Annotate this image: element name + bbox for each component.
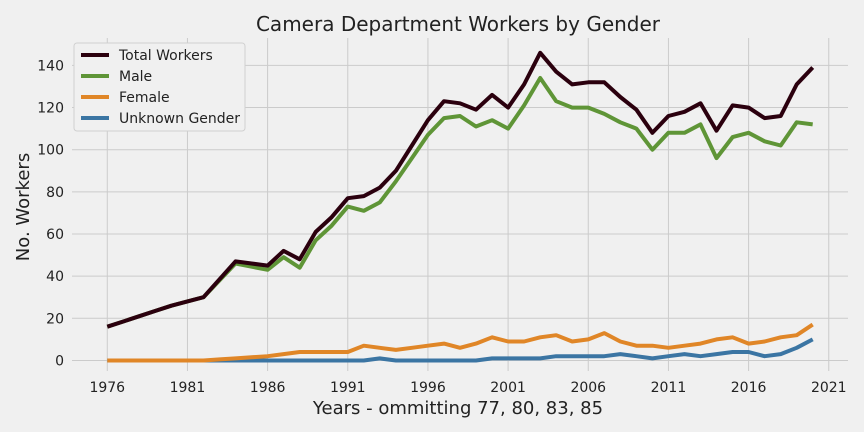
- x-tick-label: 2001: [490, 380, 526, 396]
- y-tick-label: 140: [37, 58, 64, 74]
- y-axis-ticks: 0 20 40 60 80 100 120 140: [37, 58, 64, 369]
- x-tick-label: 2006: [570, 380, 606, 396]
- y-tick-label: 60: [46, 227, 64, 243]
- legend: Total Workers Male Female Unknown Gender: [73, 42, 246, 132]
- y-tick-label: 0: [55, 353, 64, 369]
- chart-title: Camera Department Workers by Gender: [256, 12, 661, 36]
- y-tick-label: 120: [37, 101, 64, 117]
- x-axis-ticks: 1976 1981 1986 1991 1996 2001 2006 2011 2016 2021: [89, 380, 846, 396]
- series-lines: [106, 50, 815, 363]
- y-tick-label: 40: [46, 269, 64, 285]
- x-tick-label: 1991: [330, 380, 366, 396]
- x-tick-label: 1981: [170, 380, 206, 396]
- x-tick-label: 1976: [89, 380, 125, 396]
- series-line-female: [107, 322, 814, 363]
- x-axis-label: Years - ommitting 77, 80, 83, 85: [312, 398, 603, 419]
- x-tick-label: 2021: [811, 380, 847, 396]
- x-tick-label: 2011: [651, 380, 687, 396]
- x-tick-label: 2016: [731, 380, 767, 396]
- series-line-total-workers: [106, 50, 815, 329]
- legend-frame: [73, 42, 246, 132]
- y-tick-label: 20: [46, 311, 64, 327]
- legend-label: Total Workers: [118, 48, 213, 64]
- legend-label: Female: [119, 90, 170, 106]
- x-tick-label: 1986: [250, 380, 286, 396]
- legend-label: Unknown Gender: [119, 111, 240, 127]
- y-tick-label: 100: [37, 143, 64, 159]
- y-tick-label: 80: [46, 185, 64, 201]
- vertical-gridlines: [106, 38, 830, 371]
- x-tick-label: 1996: [410, 380, 446, 396]
- y-axis-label: No. Workers: [13, 153, 34, 261]
- legend-label: Male: [119, 69, 152, 85]
